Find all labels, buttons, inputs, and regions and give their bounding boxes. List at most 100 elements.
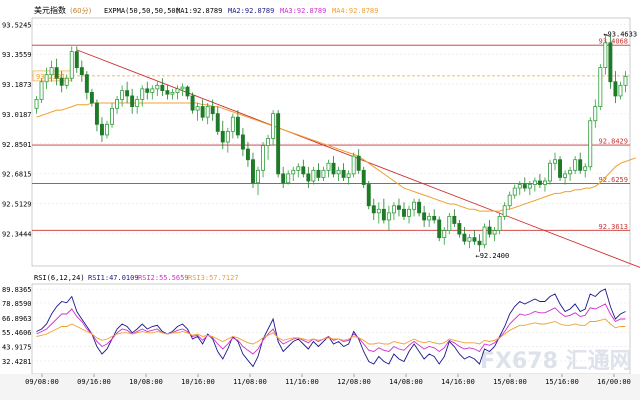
ma1-label: MA1:92.8789 [176, 7, 222, 15]
candle [497, 212, 502, 235]
candle [361, 166, 366, 189]
candle [261, 142, 266, 178]
candle [190, 92, 195, 114]
candle [522, 177, 527, 192]
candle-body [477, 240, 482, 246]
candle-body [548, 162, 552, 182]
candle [371, 198, 376, 220]
candle [608, 35, 613, 89]
candle [427, 212, 432, 228]
time-tick-label: 14/16:00 [441, 378, 475, 386]
price-y-tick-label: 92.3444 [2, 230, 32, 238]
candle [79, 60, 84, 82]
rsi1-line [36, 288, 626, 368]
candle-body [402, 208, 406, 217]
candle [407, 205, 411, 224]
candle [351, 152, 356, 178]
candle [276, 110, 281, 178]
candle [64, 74, 69, 89]
candle-body [94, 102, 99, 125]
candle [462, 227, 467, 245]
candle-body [74, 51, 79, 68]
price-y-tick-label: 93.3559 [2, 51, 32, 59]
candle [301, 159, 306, 178]
candle-body [230, 116, 235, 132]
candle [366, 180, 371, 210]
candle [180, 83, 185, 96]
price-header: 美元指数 (60分) EXPMA(50,50,50,50) MA1:92.878… [34, 5, 378, 15]
candle-body [195, 106, 200, 111]
candle [321, 166, 326, 181]
candle-body [311, 169, 316, 182]
candle-body [215, 113, 220, 132]
time-tick-label: 09/16:00 [77, 378, 111, 386]
trend-line [76, 49, 640, 268]
high-annotation: ←93.4633 [603, 31, 637, 39]
candle [135, 95, 140, 114]
rsi-y-tick-label: 43.9175 [2, 344, 32, 352]
candle [537, 173, 542, 189]
candle [84, 71, 89, 100]
candle-body [240, 134, 245, 150]
level-label: 92.8429 [598, 138, 628, 146]
candle [447, 212, 452, 235]
candle [482, 223, 487, 249]
candle [326, 159, 331, 178]
candle [130, 88, 135, 114]
candle [412, 198, 417, 217]
candle-body [573, 159, 578, 171]
candle [593, 99, 598, 128]
candle-body [578, 159, 583, 171]
candle [286, 170, 291, 185]
candle-body [457, 223, 462, 235]
candle-body [462, 233, 467, 242]
candle-body [537, 180, 542, 185]
candle [477, 234, 482, 252]
candle-body [89, 92, 94, 104]
candle [230, 113, 235, 139]
candle-body [235, 116, 240, 136]
candle-body [417, 201, 422, 214]
candle-body [563, 173, 568, 178]
price-y-tick-label: 92.6815 [2, 171, 32, 179]
candle-body [422, 212, 427, 221]
period-label: (60分) [70, 6, 92, 15]
candle-body [306, 173, 311, 182]
candle-body [175, 88, 180, 93]
candle [618, 81, 623, 100]
candle-body [256, 169, 260, 184]
candle-body [613, 81, 618, 97]
candle [34, 95, 39, 114]
candle [502, 202, 507, 220]
candle-body [44, 74, 49, 83]
candle-body [407, 208, 411, 217]
candle [613, 71, 618, 104]
candle [588, 117, 593, 171]
candle-body [210, 106, 215, 115]
level-label: 92.3613 [598, 223, 628, 231]
candle-body [588, 120, 593, 168]
candle [558, 156, 563, 181]
candle [336, 166, 341, 181]
symbol-label: 美元指数 [34, 5, 66, 15]
candle-body [276, 113, 281, 175]
candle [517, 180, 522, 196]
candle [422, 205, 427, 228]
time-tick-label: 14/08:00 [389, 378, 423, 386]
candle [381, 198, 386, 224]
candle-body [281, 173, 286, 184]
candle [215, 106, 220, 135]
price-panel: 93.5245 93.3559 93.1873 93.0187 92.8501 92.68… [2, 17, 640, 268]
price-annotations: ←93.4633 ←92.2400 [476, 31, 638, 260]
rsi-y-axis: 89.8365 78.8590 66.8963 55.4606 43.9175 32.42… [2, 286, 32, 366]
price-y-tick-label: 92.5129 [2, 200, 32, 208]
price-y-tick-label: 93.5245 [2, 21, 32, 29]
candle-body [542, 180, 547, 185]
candle [185, 85, 190, 100]
candle [115, 95, 120, 114]
candle [396, 198, 401, 217]
candle-body [502, 205, 507, 217]
candle [105, 120, 109, 139]
candle [568, 166, 573, 181]
